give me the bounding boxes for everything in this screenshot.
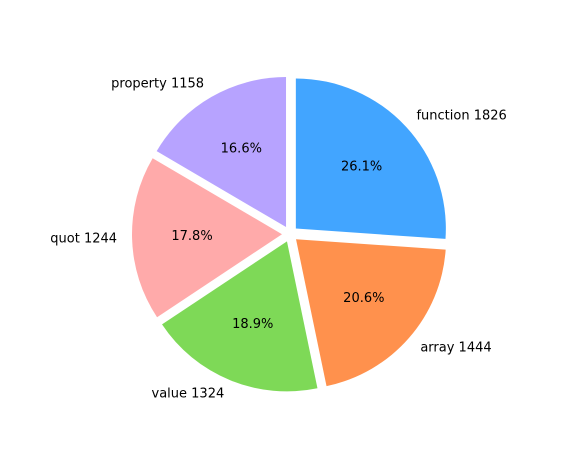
pie-percent-label-array: 20.6%: [343, 291, 384, 306]
pie-slice-label-value: value 1324: [152, 387, 225, 402]
pie-slice-quot: [132, 158, 283, 318]
pie-slice-label-quot: quot 1244: [50, 231, 117, 246]
pie-percent-label-quot: 17.8%: [171, 229, 212, 244]
pie-percent-label-value: 18.9%: [232, 317, 273, 332]
pie-slice-property: [156, 77, 287, 228]
pie-slice-value: [162, 241, 318, 392]
pie-slice-function: [295, 78, 446, 239]
pie-slice-label-function: function 1826: [416, 108, 506, 123]
pie-slice-label-property: property 1158: [111, 76, 204, 91]
pie-percent-label-property: 16.6%: [221, 141, 262, 156]
pie-slice-label-array: array 1444: [420, 340, 491, 355]
pie-slice-array: [296, 239, 446, 387]
pie-percent-label-function: 26.1%: [341, 160, 382, 175]
